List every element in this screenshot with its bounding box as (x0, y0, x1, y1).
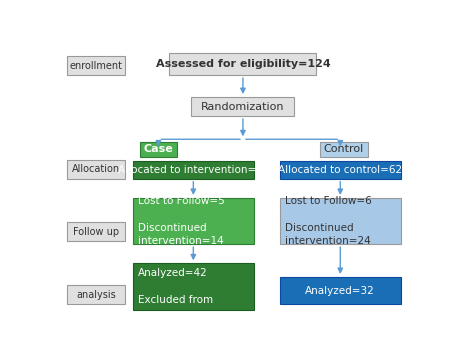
FancyBboxPatch shape (280, 198, 401, 244)
FancyBboxPatch shape (140, 142, 177, 157)
Text: Lost to Follow=5

Discontinued
intervention=14: Lost to Follow=5 Discontinued interventi… (138, 196, 225, 246)
Text: Lost to Follow=6

Discontinued
intervention=24: Lost to Follow=6 Discontinued interventi… (285, 196, 372, 246)
Text: analysis: analysis (76, 290, 116, 299)
Text: Randomization: Randomization (201, 102, 285, 112)
Text: Control: Control (324, 144, 364, 154)
FancyBboxPatch shape (66, 222, 125, 241)
FancyBboxPatch shape (320, 142, 368, 157)
Text: Assessed for eligibility=124: Assessed for eligibility=124 (155, 59, 330, 69)
Text: Analyzed=42

Excluded from: Analyzed=42 Excluded from (138, 268, 213, 305)
FancyBboxPatch shape (280, 161, 401, 179)
FancyBboxPatch shape (133, 263, 254, 310)
FancyBboxPatch shape (66, 160, 125, 179)
FancyBboxPatch shape (169, 53, 316, 75)
FancyBboxPatch shape (133, 198, 254, 244)
FancyBboxPatch shape (191, 97, 294, 116)
Text: enrollment: enrollment (70, 61, 122, 71)
Text: Analyzed=32: Analyzed=32 (305, 286, 375, 296)
Text: Follow up: Follow up (73, 227, 119, 237)
FancyBboxPatch shape (66, 285, 125, 304)
FancyBboxPatch shape (280, 277, 401, 304)
Text: Allocation: Allocation (72, 164, 120, 174)
Text: Allocated to intervention=62: Allocated to intervention=62 (118, 165, 269, 175)
FancyBboxPatch shape (133, 161, 254, 179)
FancyBboxPatch shape (66, 56, 125, 75)
Text: Case: Case (144, 144, 173, 154)
Text: Allocated to control=62: Allocated to control=62 (278, 165, 402, 175)
